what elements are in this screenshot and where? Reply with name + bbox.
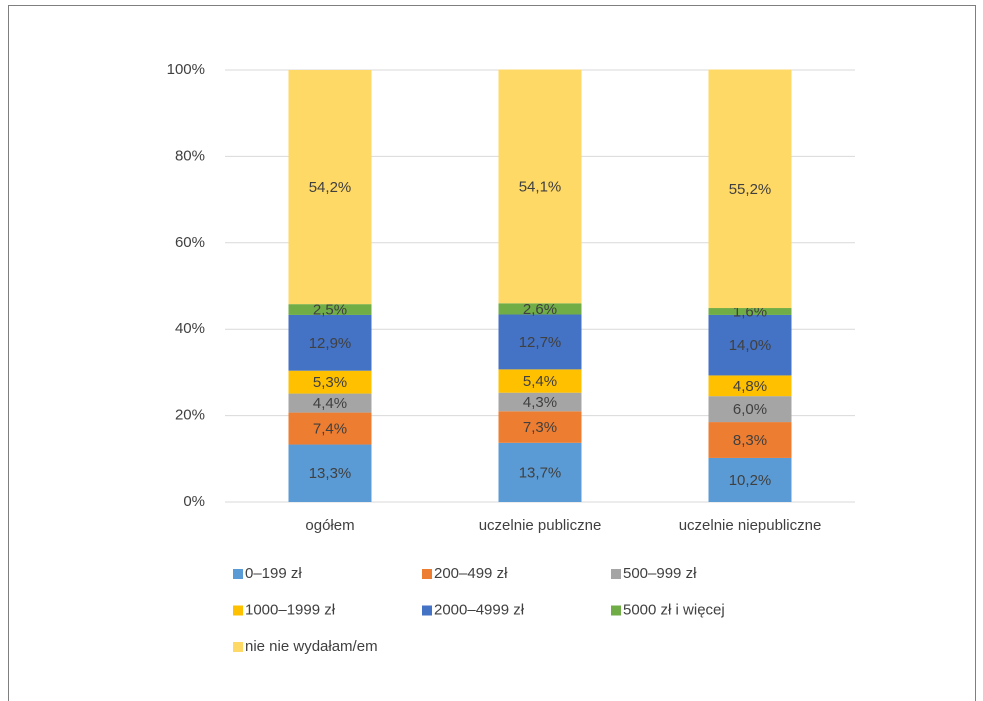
legend-label: 1000–1999 zł — [245, 601, 336, 618]
data-label: 12,7% — [519, 334, 562, 351]
bar-segment — [288, 393, 372, 413]
bar-segment — [708, 314, 792, 376]
data-label: 4,3% — [523, 394, 557, 411]
y-tick-label: 100% — [167, 61, 205, 78]
data-label: 6,0% — [733, 401, 767, 418]
data-label: 55,2% — [729, 181, 772, 198]
data-label: 10,2% — [729, 472, 772, 489]
data-label: 4,8% — [733, 378, 767, 395]
bar-segment — [708, 375, 792, 397]
data-label: 8,3% — [733, 432, 767, 449]
bar-segment — [498, 369, 582, 393]
y-tick-label: 40% — [175, 320, 205, 337]
legend-swatch — [233, 642, 243, 652]
bar-segment — [498, 303, 582, 315]
bar-segment — [288, 370, 372, 394]
legend-label: 0–199 zł — [245, 565, 302, 582]
data-label: 14,0% — [729, 337, 772, 354]
data-label: 5,4% — [523, 373, 557, 390]
legend-label: 5000 zł i więcej — [623, 601, 725, 618]
y-tick-label: 20% — [175, 407, 205, 424]
bar-segment — [708, 396, 792, 423]
legend-label: 200–499 zł — [434, 565, 508, 582]
data-label: 2,5% — [313, 302, 347, 319]
bar-segment — [498, 411, 582, 443]
legend-swatch — [233, 569, 243, 579]
y-tick-label: 60% — [175, 234, 205, 251]
data-label: 2,6% — [523, 301, 557, 318]
data-label: 5,3% — [313, 374, 347, 391]
bar-segment — [498, 442, 582, 502]
bar-segment — [498, 69, 582, 304]
legend-swatch — [611, 605, 621, 616]
x-tick-label: uczelnie niepubliczne — [679, 517, 822, 534]
data-label: 7,3% — [523, 419, 557, 436]
data-label: 13,7% — [519, 464, 562, 481]
data-label: 54,1% — [519, 178, 562, 195]
bar-segment — [498, 392, 582, 412]
legend-swatch — [422, 569, 432, 579]
data-label: 12,9% — [309, 335, 352, 352]
y-tick-label: 0% — [183, 493, 205, 510]
bar-segment — [288, 304, 372, 315]
data-label: 54,2% — [309, 179, 352, 196]
frame — [8, 5, 976, 701]
y-tick-label: 80% — [175, 147, 205, 164]
data-label: 4,4% — [313, 395, 347, 412]
bar-segment — [708, 457, 792, 502]
data-label: 13,3% — [309, 465, 352, 482]
legend-swatch — [422, 605, 432, 616]
bar-segment — [288, 444, 372, 502]
bar-segment — [288, 70, 372, 305]
bar-segment — [288, 314, 372, 371]
legend-label: 2000–4999 zł — [434, 601, 525, 618]
data-label: 7,4% — [313, 421, 347, 438]
bar-segment — [708, 69, 792, 309]
bar-segment — [288, 412, 372, 445]
bar-segment — [498, 314, 582, 370]
legend-swatch — [233, 605, 243, 616]
bar-segment — [708, 422, 792, 458]
legend-label: nie nie wydałam/em — [245, 638, 378, 655]
x-tick-label: ogółem — [305, 517, 354, 534]
bar-segment — [708, 308, 792, 315]
x-tick-label: uczelnie publiczne — [479, 517, 602, 534]
legend-label: 500–999 zł — [623, 565, 697, 582]
legend-swatch — [611, 569, 621, 579]
